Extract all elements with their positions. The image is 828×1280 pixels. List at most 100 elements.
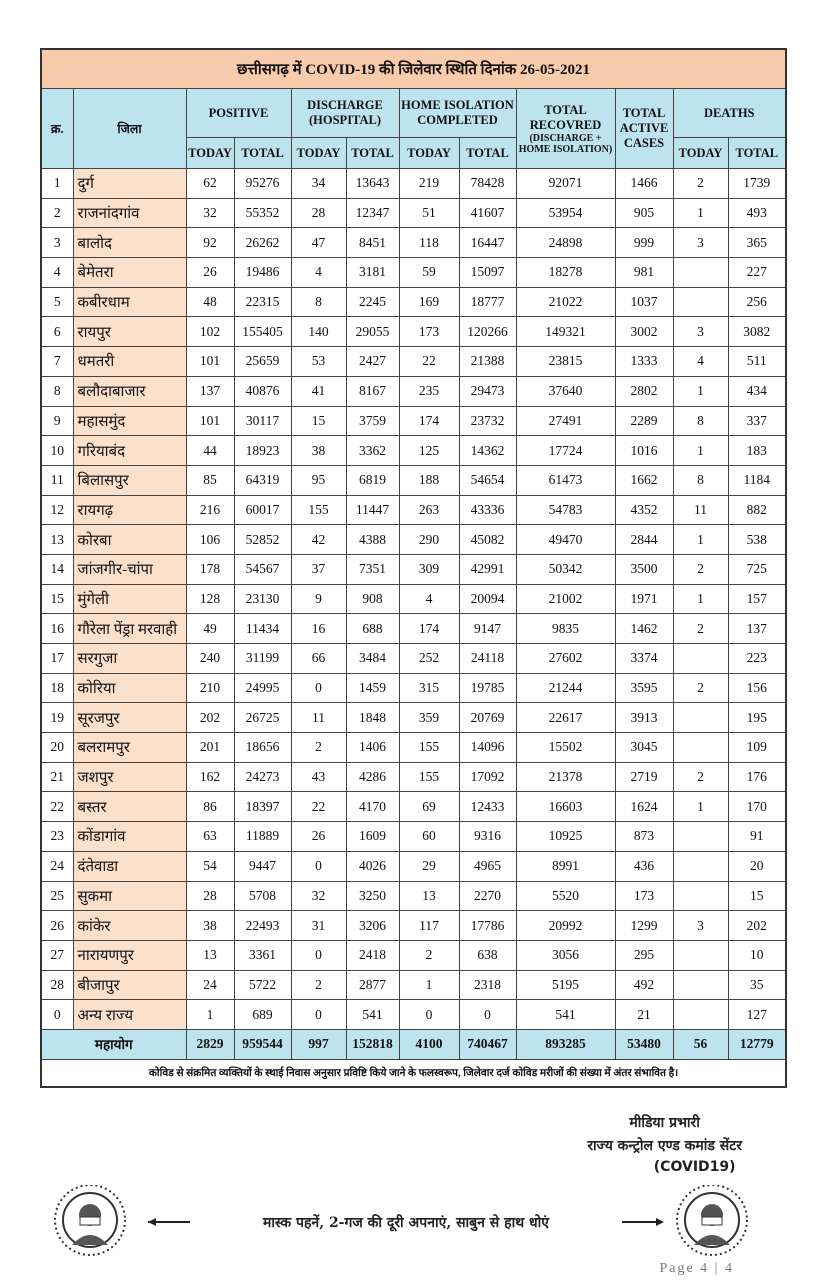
cell: 882: [727, 494, 787, 526]
row: 20 बलरामपुर 201 18656 2 1406 155 14096 15502 3045…: [40, 732, 787, 763]
row: 7 धमतरी 101 25659 53 2427 22 21388 23815 1333 4 511: [40, 346, 787, 377]
cell: 14096: [458, 732, 517, 763]
cell: 4: [672, 346, 729, 377]
cell: 18923: [233, 435, 292, 466]
cell: 101: [185, 346, 235, 377]
cell: 174: [398, 613, 460, 644]
icon-left: [54, 1185, 126, 1256]
cell: 1: [672, 524, 729, 555]
cell: 40876: [233, 375, 292, 407]
cell: 51: [398, 197, 460, 229]
cell: 45082: [458, 524, 517, 555]
cell: 43: [290, 761, 347, 793]
cell: 22315: [233, 286, 292, 318]
cell: 28: [185, 880, 235, 912]
row: 15 मुंगेली 128 23130 9 908 4 20094 21002 1971 1 157: [40, 583, 787, 615]
cell: 2270: [458, 880, 517, 912]
cell: 3595: [614, 672, 674, 704]
cell: 2318: [458, 969, 517, 1001]
cell: 21244: [515, 672, 616, 704]
cell: 3374: [614, 643, 674, 674]
cell: 60017: [233, 494, 292, 526]
cell: 1016: [614, 435, 674, 466]
cell: 29473: [458, 375, 517, 407]
district: जांजगीर-चांपा: [72, 553, 187, 585]
cell: 1: [185, 999, 235, 1030]
cell: 4026: [345, 850, 400, 882]
row: 23 कोंडागांव 63 11889 26 1609 60 9316 10925 873 91: [40, 821, 787, 852]
cell: 1: [672, 435, 729, 466]
cell: 32: [185, 197, 235, 229]
cell: 15: [290, 405, 347, 437]
cell: 31: [290, 910, 347, 941]
row: 2 राजनांदगांव 32 55352 28 12347 51 41607 53954 90…: [40, 197, 787, 229]
cell: 174: [398, 405, 460, 437]
cell: 24: [185, 969, 235, 1001]
district: रायपुर: [72, 316, 187, 348]
cell: 24: [40, 850, 74, 882]
cell: 149321: [515, 316, 616, 348]
cell: 54567: [233, 553, 292, 585]
total-cell: 893285: [515, 1028, 616, 1060]
cell: 54654: [458, 464, 517, 496]
subheader: TOTAL: [727, 137, 787, 169]
district: मुंगेली: [72, 583, 187, 615]
district: कोंडागांव: [72, 821, 187, 852]
cell: 44: [185, 435, 235, 466]
row: 1 दुर्ग 62 95276 34 13643 219 78428 92071 1466 2 17…: [40, 168, 787, 199]
signature-line: राज्य कन्ट्रोल एण्ड कमांड सेंटर: [587, 1138, 742, 1154]
cell: 256: [727, 286, 787, 318]
district: दंतेवाडा: [72, 850, 187, 882]
cell: 3206: [345, 910, 400, 941]
district: कोरिया: [72, 672, 187, 704]
cell: 365: [727, 227, 787, 259]
note: कोविड से संक्रमित व्यक्तियों के स्थाई नि…: [40, 1058, 787, 1088]
covid-table: छत्तीसगढ़ में COVID-19 की जिलेवार स्थिति…: [40, 48, 788, 1088]
cell: 21378: [515, 761, 616, 793]
header: DEATHS: [672, 88, 787, 138]
cell: [672, 732, 729, 763]
cell: 170: [727, 791, 787, 823]
cell: 240: [185, 643, 235, 674]
cell: 6819: [345, 464, 400, 496]
cell: 905: [614, 197, 674, 229]
cell: 2: [290, 732, 347, 763]
cell: 29: [398, 850, 460, 882]
row: 26 कांकेर 38 22493 31 3206 117 17786 20992 1299 3 2…: [40, 910, 787, 941]
cell: 49470: [515, 524, 616, 555]
row: 14 जांजगीर-चांपा 178 54567 37 7351 309 42991 503…: [40, 553, 787, 585]
cell: 20769: [458, 702, 517, 734]
cell: 8991: [515, 850, 616, 882]
cell: 155: [398, 761, 460, 793]
cell: 11889: [233, 821, 292, 852]
cell: 725: [727, 553, 787, 585]
cell: 18: [40, 672, 74, 704]
cell: 29055: [345, 316, 400, 348]
district: कबीरधाम: [72, 286, 187, 318]
cell: 62: [185, 168, 235, 199]
cell: 117: [398, 910, 460, 941]
cell: [672, 821, 729, 852]
cell: 17786: [458, 910, 517, 941]
cell: 19785: [458, 672, 517, 704]
cell: 16: [290, 613, 347, 644]
cell: 235: [398, 375, 460, 407]
cell: 18777: [458, 286, 517, 318]
cell: 538: [727, 524, 787, 555]
cell: 2719: [614, 761, 674, 793]
header-text: (DISCHARGE + HOME ISOLATION): [518, 132, 613, 155]
cell: 50342: [515, 553, 616, 585]
row: 25 सुकमा 28 5708 32 3250 13 2270 5520 173 15: [40, 880, 787, 912]
cell: 9835: [515, 613, 616, 644]
header: TOTAL ACTIVE CASES: [614, 88, 674, 169]
cell: 26262: [233, 227, 292, 259]
cell: 10: [727, 939, 787, 971]
cell: 2: [398, 939, 460, 971]
cell: 202: [727, 910, 787, 941]
cell: 0: [290, 999, 347, 1030]
header-text: TOTAL RECOVRED: [529, 102, 602, 132]
total-cell: 12779: [727, 1028, 787, 1060]
cell: 14: [40, 553, 74, 585]
cell: 0: [290, 850, 347, 882]
cell: 109: [727, 732, 787, 763]
